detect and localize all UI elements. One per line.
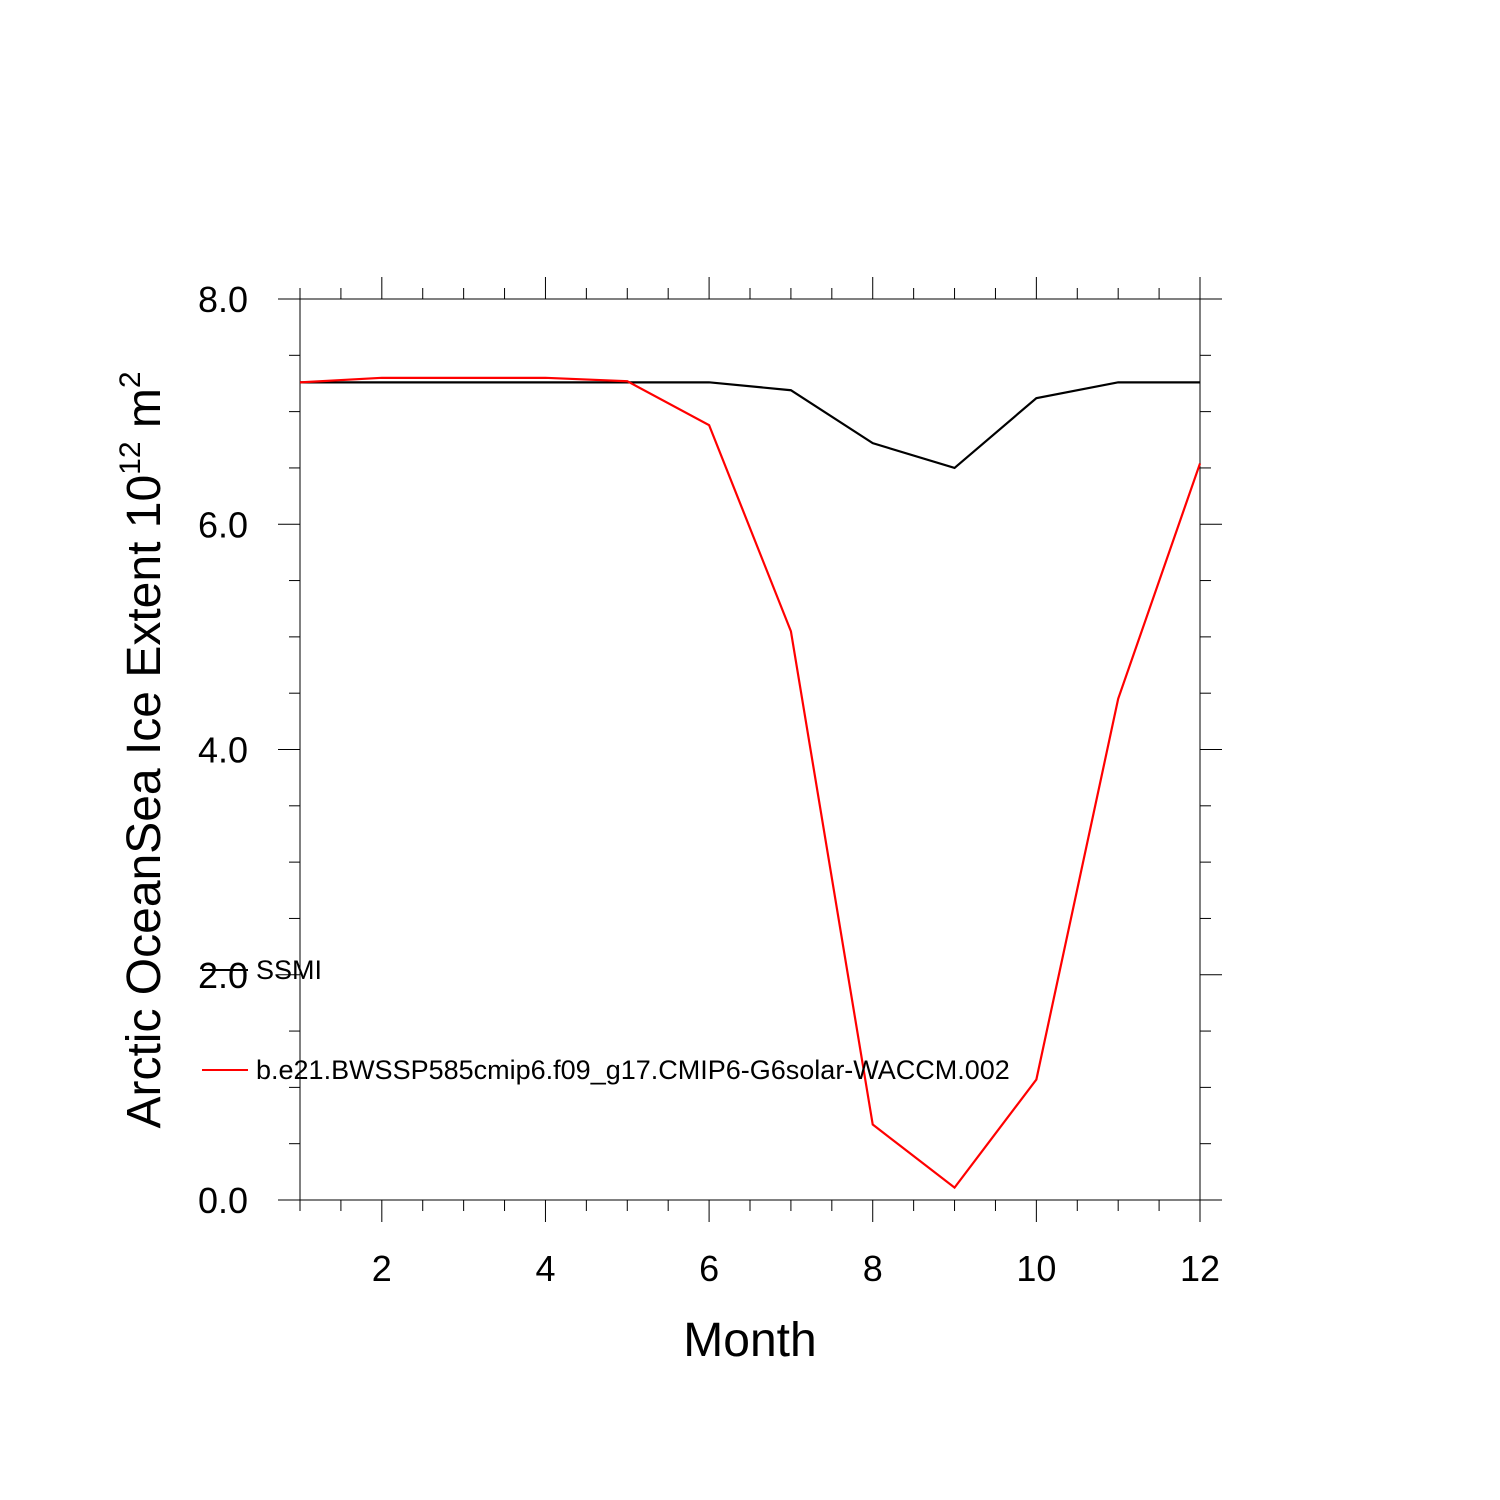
x-tick-label: 8 (863, 1248, 883, 1289)
x-tick-label: 12 (1180, 1248, 1220, 1289)
series-line-1 (299, 376, 1202, 1190)
x-tick-label: 10 (1016, 1248, 1056, 1289)
y-tick-label: 8.0 (198, 279, 248, 320)
x-tick-label: 4 (535, 1248, 555, 1289)
series-line-0 (300, 381, 1200, 470)
legend-label: b.e21.BWSSP585cmip6.f09_g17.CMIP6-G6sola… (256, 1055, 1010, 1085)
legend-label: SSMI (256, 955, 322, 985)
y-axis-title-unit: m (118, 388, 171, 441)
y-axis-title-exponent: 12 (114, 441, 147, 474)
axis-ticks (278, 277, 1222, 1222)
y-axis-title: Arctic OceanSea Ice Extent 1012 m2 (114, 371, 171, 1128)
legend: SSMI b.e21.BWSSP585cmip6.f09_g17.CMIP6-G6… (202, 955, 1010, 1085)
y-axis-title-main: Arctic OceanSea Ice Extent 10 (118, 475, 171, 1129)
x-axis-title: Month (683, 1314, 816, 1367)
x-tick-label: 6 (699, 1248, 719, 1289)
y-tick-label: 0.0 (198, 1180, 248, 1221)
y-tick-label: 2.0 (198, 955, 248, 996)
y-tick-label: 4.0 (198, 730, 248, 771)
y-axis-title-unit-exponent: 2 (114, 371, 147, 388)
y-tick-label: 6.0 (198, 504, 248, 545)
series-lines (299, 376, 1202, 1190)
x-tick-label: 2 (372, 1248, 392, 1289)
tick-labels: 2 4 6 8 10 12 0.0 2.0 4.0 6.0 8.0 (198, 279, 1220, 1289)
